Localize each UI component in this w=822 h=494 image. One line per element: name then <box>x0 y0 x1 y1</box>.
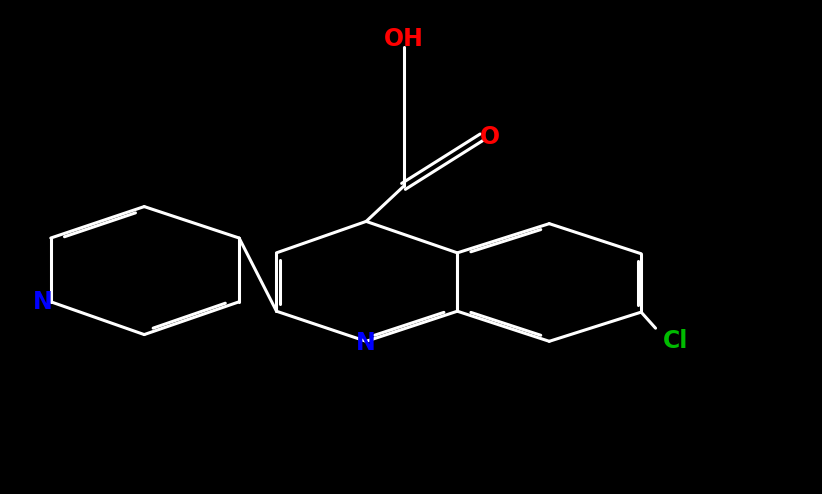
Text: Cl: Cl <box>663 329 688 353</box>
Text: O: O <box>480 125 500 149</box>
Text: N: N <box>356 331 376 355</box>
Text: OH: OH <box>384 27 423 51</box>
Text: N: N <box>33 290 53 314</box>
